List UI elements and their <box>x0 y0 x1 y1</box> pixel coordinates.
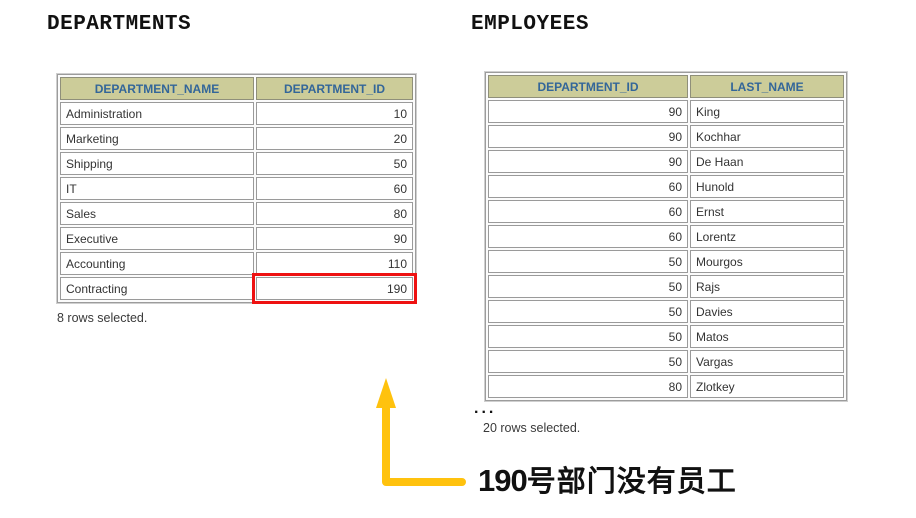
table-cell: Vargas <box>690 350 844 373</box>
column-header: DEPARTMENT_ID <box>488 75 688 98</box>
table-cell: King <box>690 100 844 123</box>
table-cell: 90 <box>256 227 413 250</box>
table-cell: 80 <box>256 202 413 225</box>
column-header: DEPARTMENT_ID <box>256 77 413 100</box>
table-cell: 50 <box>488 250 688 273</box>
table-cell: Ernst <box>690 200 844 223</box>
table-cell: Davies <box>690 300 844 323</box>
table-cell: 20 <box>256 127 413 150</box>
employees-header-row: DEPARTMENT_ID LAST_NAME <box>488 75 844 98</box>
table-row: 90 Kochhar <box>488 125 844 148</box>
table-cell: 50 <box>256 152 413 175</box>
table-cell: 60 <box>256 177 413 200</box>
table-row: Contracting 190 <box>60 273 417 304</box>
table-cell: Zlotkey <box>690 375 844 398</box>
table-row: 60 Hunold <box>488 175 844 198</box>
table-row: Sales 80 <box>60 202 413 225</box>
table-cell: Hunold <box>690 175 844 198</box>
table-cell: 50 <box>488 350 688 373</box>
table-cell: IT <box>60 177 254 200</box>
table-cell: Kochhar <box>690 125 844 148</box>
table-cell: 50 <box>488 300 688 323</box>
table-row: Shipping 50 <box>60 152 413 175</box>
table-cell: 110 <box>256 252 413 275</box>
table-cell: De Haan <box>690 150 844 173</box>
table-cell: Contracting <box>60 277 254 300</box>
table-row: IT 60 <box>60 177 413 200</box>
table-row: 90 De Haan <box>488 150 844 173</box>
employees-table: DEPARTMENT_ID LAST_NAME 90 King 90 Kochhar 90… <box>484 71 848 402</box>
table-cell: 90 <box>488 125 688 148</box>
table-row: 50 Vargas <box>488 350 844 373</box>
highlighted-cell: 190 <box>252 273 417 304</box>
departments-table: DEPARTMENT_NAME DEPARTMENT_ID Administrat… <box>56 73 417 304</box>
employees-title: EMPLOYEES <box>471 13 589 36</box>
table-row: 60 Ernst <box>488 200 844 223</box>
table-row: 50 Davies <box>488 300 844 323</box>
table-row: Executive 90 <box>60 227 413 250</box>
table-cell: Mourgos <box>690 250 844 273</box>
table-cell: Accounting <box>60 252 254 275</box>
table-row: Administration 10 <box>60 102 413 125</box>
table-row: 80 Zlotkey <box>488 375 844 398</box>
table-cell: Marketing <box>60 127 254 150</box>
departments-header-row: DEPARTMENT_NAME DEPARTMENT_ID <box>60 77 413 100</box>
table-row: 90 King <box>488 100 844 123</box>
elbow-arrow-up-icon <box>376 378 466 486</box>
truncation-ellipsis: ... <box>474 400 497 417</box>
table-cell: 50 <box>488 325 688 348</box>
table-cell: Shipping <box>60 152 254 175</box>
table-cell: Administration <box>60 102 254 125</box>
column-header: LAST_NAME <box>690 75 844 98</box>
departments-row-count: 8 rows selected. <box>57 311 148 325</box>
table-row: 50 Rajs <box>488 275 844 298</box>
table-cell: Matos <box>690 325 844 348</box>
table-cell: 90 <box>488 100 688 123</box>
column-header: DEPARTMENT_NAME <box>60 77 254 100</box>
departments-title: DEPARTMENTS <box>47 13 192 36</box>
table-cell: Executive <box>60 227 254 250</box>
table-row: 50 Matos <box>488 325 844 348</box>
table-cell: 80 <box>488 375 688 398</box>
table-cell: Sales <box>60 202 254 225</box>
table-row: Marketing 20 <box>60 127 413 150</box>
table-cell: 10 <box>256 102 413 125</box>
table-cell: 60 <box>488 175 688 198</box>
table-row: 50 Mourgos <box>488 250 844 273</box>
table-cell: 90 <box>488 150 688 173</box>
table-cell: Lorentz <box>690 225 844 248</box>
table-cell: 50 <box>488 275 688 298</box>
annotation-number: 190 <box>478 463 528 498</box>
table-row: 60 Lorentz <box>488 225 844 248</box>
annotation-text: 号部门没有员工 <box>526 466 737 498</box>
annotation-caption: 190号部门没有员工 <box>478 458 737 500</box>
table-cell: Rajs <box>690 275 844 298</box>
table-row: Accounting 110 <box>60 252 413 275</box>
employees-row-count: 20 rows selected. <box>483 421 581 435</box>
table-cell: 60 <box>488 200 688 223</box>
table-cell: 60 <box>488 225 688 248</box>
